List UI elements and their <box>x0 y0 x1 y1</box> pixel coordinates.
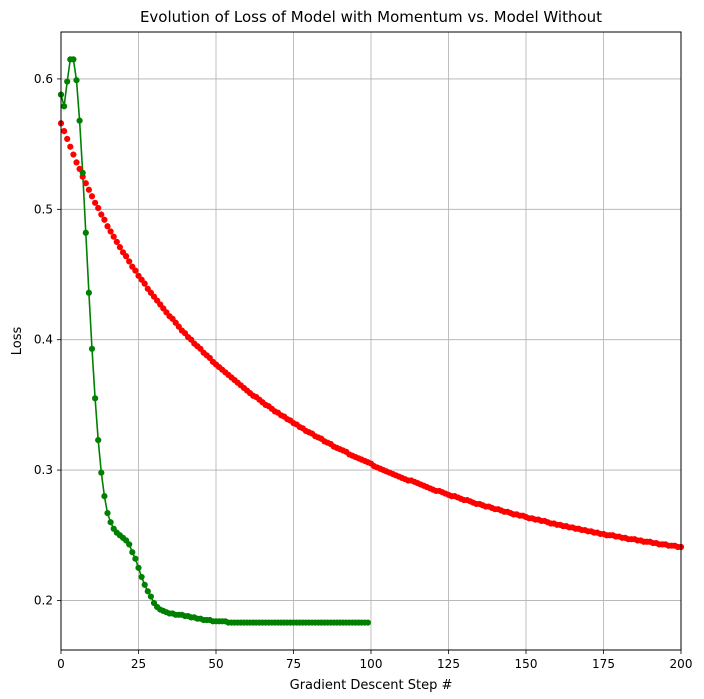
series-1-point <box>138 573 145 581</box>
series-0-point <box>82 180 89 187</box>
x-axis-label: Gradient Descent Step # <box>290 678 453 693</box>
chart-title: Evolution of Loss of Model with Momentum… <box>140 8 602 26</box>
series-1-point <box>364 619 371 626</box>
series-0-point <box>95 204 102 212</box>
series-1-point <box>129 549 136 556</box>
series-1-point <box>104 509 111 517</box>
series-1-point <box>107 519 114 526</box>
x-tick-label: 100 <box>360 657 383 671</box>
series-1-point <box>70 56 77 63</box>
y-axis-label: Loss <box>10 327 25 356</box>
series-1-point <box>92 395 99 402</box>
series-1-point <box>95 436 102 444</box>
series-0-point <box>101 216 108 223</box>
series-0-point <box>61 127 68 135</box>
series-1-point <box>144 588 151 595</box>
series-1-point <box>76 117 83 124</box>
series-0-point <box>126 258 133 265</box>
x-tick-label: 25 <box>131 657 146 671</box>
series-1-point <box>98 469 105 476</box>
series-0-point <box>85 186 92 193</box>
series-0-point <box>70 151 77 158</box>
series-1-point <box>82 229 89 236</box>
series-1-point <box>132 555 139 562</box>
x-axis-ticks: 0 25 50 75 100 125 150 175 200 <box>57 650 692 671</box>
x-tick-label: 175 <box>592 657 615 671</box>
y-tick-label: 0.6 <box>34 72 53 86</box>
series-1-point <box>64 78 71 85</box>
x-tick-label: 125 <box>437 657 460 671</box>
series-1-point <box>61 103 68 110</box>
series-0-point <box>88 193 96 200</box>
series-1-point <box>135 564 142 571</box>
series-1-point <box>141 581 148 588</box>
x-tick-label: 150 <box>515 657 538 671</box>
series-1-point <box>79 169 86 176</box>
y-tick-label: 0.2 <box>34 593 53 607</box>
series-0-point <box>73 159 80 166</box>
series-1-point <box>73 77 80 84</box>
series-0-point <box>64 135 71 143</box>
series-1-point <box>126 541 133 548</box>
series-0-point <box>141 280 148 287</box>
series-0-point <box>123 253 130 260</box>
series-0-point <box>107 228 114 235</box>
series-0-point <box>104 223 111 230</box>
series-0-point <box>110 233 117 240</box>
x-tick-label: 200 <box>670 657 693 671</box>
series-1-point <box>85 289 92 296</box>
x-tick-label: 0 <box>57 657 65 671</box>
series-points <box>57 56 685 626</box>
x-tick-label: 75 <box>286 657 301 671</box>
series-1-point <box>147 593 154 600</box>
series-0-point <box>116 244 123 251</box>
y-axis-ticks: 0.2 0.3 0.4 0.5 0.6 <box>34 72 61 607</box>
series-0-point <box>132 267 139 274</box>
y-tick-label: 0.5 <box>34 202 53 216</box>
series-0-point <box>92 199 99 206</box>
y-tick-label: 0.4 <box>34 333 53 347</box>
series-0-point <box>113 238 120 246</box>
y-tick-label: 0.3 <box>34 463 53 477</box>
x-tick-label: 50 <box>208 657 223 671</box>
series-0-point <box>67 143 74 150</box>
series-1-point <box>101 493 108 500</box>
series-1-point <box>88 345 96 352</box>
series-0-point <box>98 211 105 218</box>
